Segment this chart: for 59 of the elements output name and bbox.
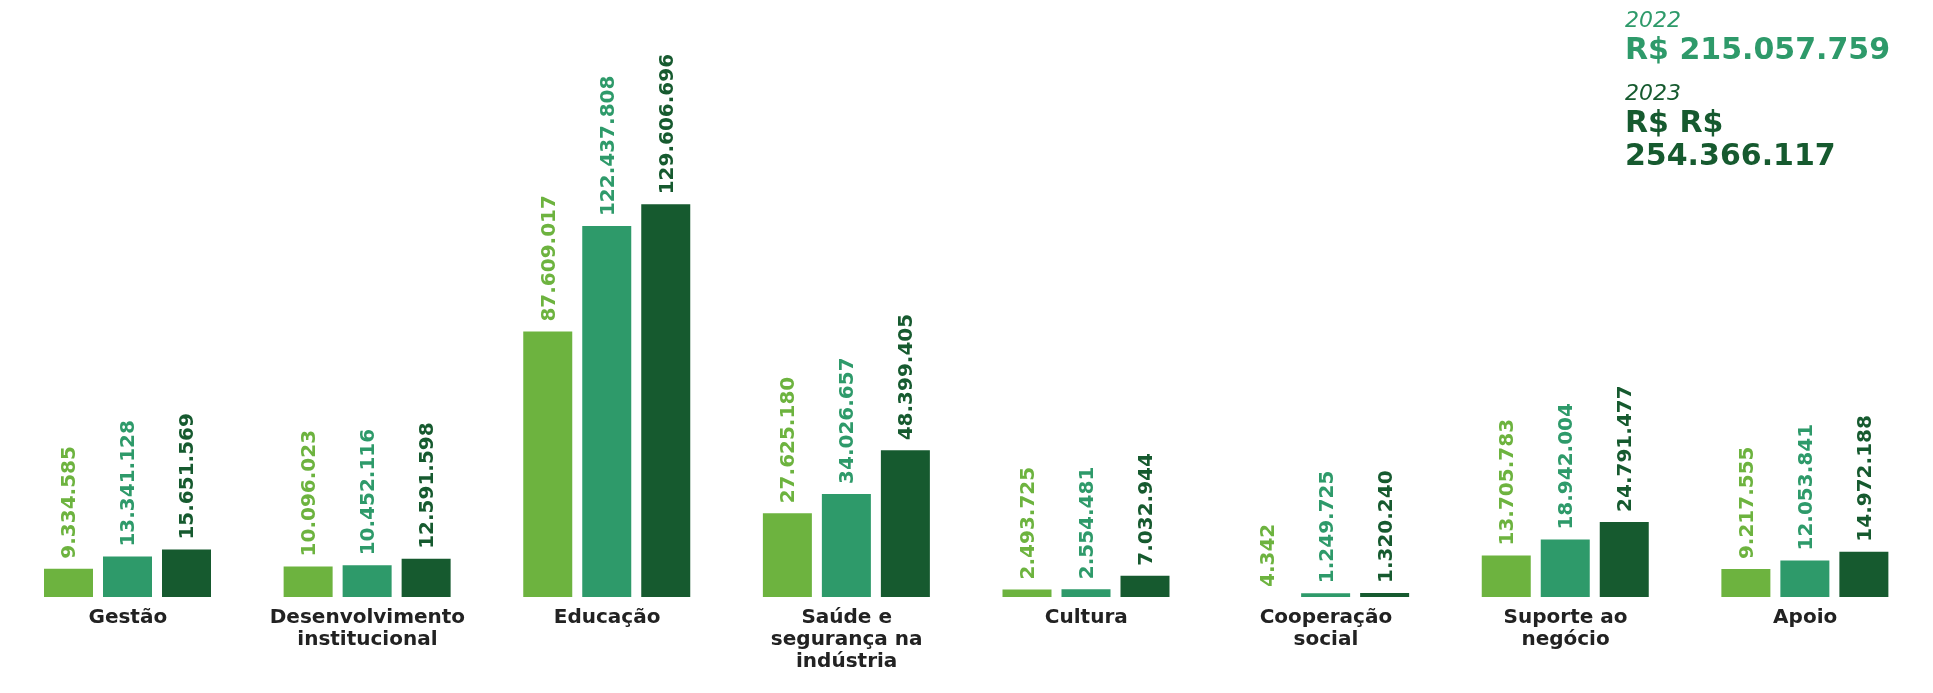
bar	[762, 513, 812, 597]
bar	[283, 566, 333, 597]
bar	[523, 331, 573, 597]
bar	[641, 204, 691, 597]
data-label: 129.606.696	[653, 53, 678, 195]
bar	[1002, 589, 1052, 597]
data-label: 2.493.725	[1015, 466, 1039, 580]
bar	[582, 226, 632, 597]
x-tick-label: Cultura	[1044, 604, 1128, 628]
data-label: 2.554.481	[1074, 466, 1098, 580]
data-label: 13.341.128	[115, 420, 140, 547]
bar	[1360, 593, 1410, 597]
data-label: 34.026.657	[834, 357, 859, 484]
x-tick-label: Gestão	[88, 604, 168, 628]
data-label: 9.334.585	[56, 446, 81, 559]
bar	[1120, 575, 1170, 597]
data-label: 18.942.004	[1553, 403, 1578, 530]
data-label: 122.437.808	[594, 75, 619, 217]
data-label: 4.342	[1254, 523, 1279, 587]
data-label: 48.399.405	[893, 313, 918, 441]
x-tick-label: Desenvolvimento institucional	[269, 604, 466, 650]
bar	[1721, 569, 1771, 597]
data-label: 14.972.188	[1851, 415, 1876, 542]
bar	[1540, 539, 1590, 597]
data-label: 27.625.180	[775, 376, 800, 504]
bar	[401, 558, 451, 597]
bar	[1481, 555, 1531, 597]
bar	[162, 549, 211, 597]
bar	[821, 493, 871, 597]
text: 2022	[1625, 7, 1682, 33]
data-label: 12.053.841	[1792, 423, 1817, 551]
bar	[1061, 589, 1111, 597]
x-tick-label: Apoio	[1773, 604, 1838, 628]
data-label: 13.705.783	[1494, 418, 1519, 546]
data-label: 87.609.017	[535, 195, 560, 322]
data-label: 15.651.569	[174, 413, 199, 540]
text: R$ R$ 254.366.117	[1625, 104, 1837, 173]
data-label: 12.591.598	[414, 422, 439, 549]
x-tick-label: Educação	[553, 604, 661, 628]
data-label: 1.249.725	[1313, 470, 1338, 584]
bar	[1839, 551, 1889, 597]
data-label: 9.217.555	[1733, 446, 1758, 560]
x-tick-label: Cooperação social	[1259, 604, 1393, 650]
bar	[1780, 560, 1830, 597]
bar	[44, 568, 93, 597]
data-label: 7.032.944	[1133, 453, 1157, 566]
data-label: 1.320.240	[1372, 470, 1397, 583]
bar	[880, 450, 930, 597]
text: 2023	[1625, 80, 1682, 106]
bar	[103, 556, 152, 597]
data-label: 24.791.477	[1612, 385, 1637, 512]
x-tick-label: Saúde e segurança na indústria	[770, 604, 923, 672]
bar	[342, 565, 392, 597]
data-label: 10.096.023	[296, 429, 321, 557]
bar	[1599, 521, 1649, 597]
x-tick-label: Suporte ao negócio	[1503, 604, 1628, 650]
data-label: 10.452.116	[355, 428, 380, 556]
bar	[1301, 593, 1351, 597]
text: R$ 215.057.759	[1625, 31, 1892, 67]
